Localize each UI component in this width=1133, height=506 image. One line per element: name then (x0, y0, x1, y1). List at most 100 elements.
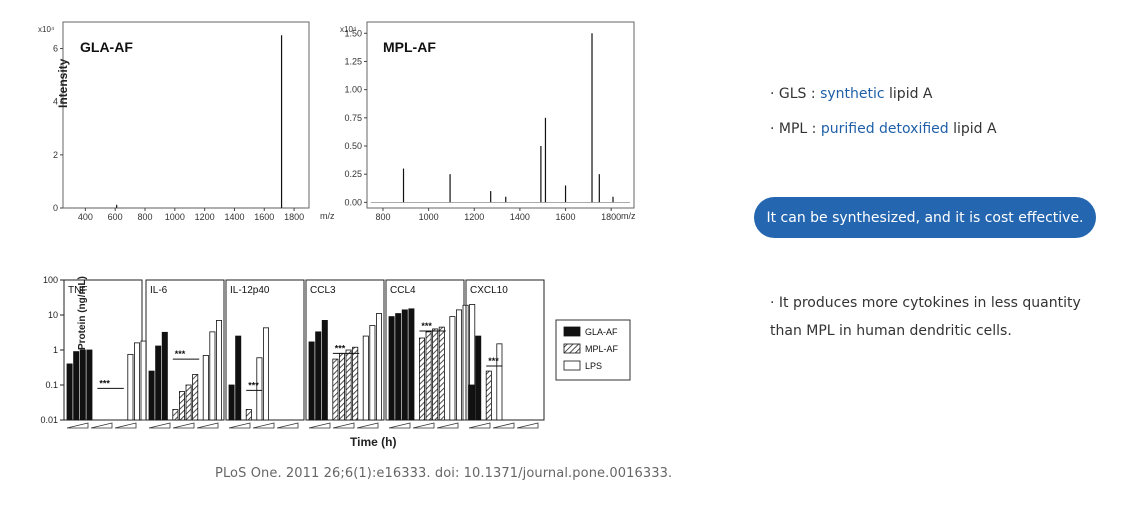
y-tick-label: 0.75 (344, 113, 362, 123)
bar-mpl-af (432, 328, 439, 421)
bar-mpl-af (425, 331, 432, 421)
bar-lps (369, 325, 376, 421)
bar-gla-af (395, 313, 402, 421)
x-tick-label: 1400 (224, 212, 244, 222)
plot-frame (366, 21, 635, 209)
y-tick-label: 0.01 (40, 415, 58, 425)
x-tick-label: 1800 (601, 212, 621, 222)
bar-lps (256, 357, 263, 421)
cytokine-panel-il-6: IL-6 *** (145, 279, 225, 429)
time-wedge (412, 422, 435, 429)
cytokine-bullet: · It produces more cytokines in less qua… (770, 289, 1081, 345)
bar-mpl-af (178, 391, 185, 421)
y-multiplier-label: x10⁴ (38, 25, 55, 34)
cytokine-bar-chart: Protein (ng/mL) Time (h) 0.01 0.1 1 10 100 T… (40, 275, 631, 449)
time-wedge (356, 422, 379, 429)
y-tick-label: 6 (53, 44, 58, 54)
time-wedge (114, 422, 137, 429)
legend: GLA-AF MPL-AF LPS (555, 319, 631, 381)
bar-lps (375, 313, 382, 421)
x-tick-label: 1000 (165, 212, 185, 222)
bar-lps (140, 340, 147, 421)
bar-gla-af (475, 335, 482, 421)
y-tick-label: 0.25 (344, 169, 362, 179)
y-axis-label: Protein (ng/mL) (77, 276, 88, 350)
bar-gla-af (73, 351, 80, 421)
mpl-bullet: · MPL : purified detoxified lipid A (770, 121, 997, 137)
bullet-mark: · (770, 295, 775, 311)
chart-title: MPL-AF (383, 39, 436, 55)
x-tick-label: 1200 (464, 212, 484, 222)
bar-gla-af (308, 341, 315, 421)
significance-label: *** (488, 356, 499, 366)
cytokine-line-2: than MPL in human dendritic cells. (770, 323, 1012, 339)
time-wedge (66, 422, 89, 429)
x-tick-label: 1000 (419, 212, 439, 222)
bar-mpl-af (418, 337, 425, 421)
x-tick-label: 1600 (254, 212, 274, 222)
time-wedge (468, 422, 491, 429)
bar-gla-af (79, 349, 86, 421)
x-axis-label: m/z (621, 211, 636, 221)
cytokine-panel-ccl4: CCL4 *** (385, 279, 476, 429)
y-tick-label: 2 (53, 150, 58, 160)
x-tick-label: 400 (78, 212, 93, 222)
bar-gla-af (468, 384, 475, 421)
y-tick-label: 4 (53, 97, 58, 107)
bar-lps (127, 353, 134, 421)
panel-label: CXCL10 (470, 285, 508, 296)
significance-label: *** (175, 349, 186, 359)
citation: PLoS One. 2011 26;6(1):e16333. doi: 10.1… (215, 466, 673, 481)
bar-lps (362, 335, 369, 421)
cytokine-panel-ccl3: CCL3 *** (305, 279, 385, 429)
mpl-suffix: lipid A (948, 121, 997, 137)
cytokine-panel-tnf: TNF *** (63, 279, 147, 429)
significance-label: *** (335, 343, 346, 353)
cytokine-panel-il-12p40: IL-12p40 *** (225, 279, 305, 429)
bar-mpl-af (438, 326, 445, 421)
time-wedge (332, 422, 355, 429)
legend-swatch (563, 360, 581, 371)
time-wedge (252, 422, 275, 429)
significance-label: *** (99, 378, 110, 388)
bar-gla-af (401, 309, 408, 421)
bar-lps (209, 331, 216, 421)
bar-mpl-af (192, 374, 199, 421)
spectrum-mpl-af: MPL-AF x10⁴ m/z 800 1000 1200 1400 1600 1800 0… (340, 21, 636, 222)
y-tick-label: 1 (53, 345, 58, 355)
bar-mpl-af (332, 358, 339, 421)
x-tick-label: 1800 (284, 212, 304, 222)
bar-lps (449, 316, 456, 421)
y-tick-label: 1.50 (344, 28, 362, 38)
x-tick-label: 1400 (510, 212, 530, 222)
bar-gla-af (155, 345, 162, 421)
time-wedge (276, 422, 299, 429)
bar-gla-af (321, 320, 328, 421)
legend-swatch (563, 326, 581, 337)
time-wedge (196, 422, 219, 429)
y-multiplier-label: x10⁴ (340, 25, 357, 34)
gls-prefix: GLS : (778, 86, 821, 102)
panel-frame (465, 279, 545, 421)
bar-mpl-af (185, 384, 192, 421)
time-wedge (148, 422, 171, 429)
panel-label: IL-12p40 (230, 285, 270, 296)
y-tick-label: 100 (43, 275, 58, 285)
panel-label: CCL3 (310, 285, 336, 296)
pill-text: It can be synthesized, and it is cost ef… (766, 209, 1084, 226)
legend-label: LPS (585, 361, 602, 371)
significance-label: *** (421, 321, 432, 331)
bar-gla-af (388, 316, 395, 421)
y-tick-label: 0 (53, 203, 58, 213)
x-tick-label: 800 (375, 212, 390, 222)
bullet-mark: · (770, 121, 775, 137)
y-axis-label: Intensity (56, 58, 70, 108)
bar-mpl-af (245, 409, 252, 421)
x-tick-label: 1600 (556, 212, 576, 222)
cytokine-line-1-text: It produces more cytokines in less quant… (778, 295, 1081, 311)
panel-label: CCL4 (390, 285, 416, 296)
panel-frame (145, 279, 225, 421)
mpl-prefix: MPL : (778, 121, 821, 137)
